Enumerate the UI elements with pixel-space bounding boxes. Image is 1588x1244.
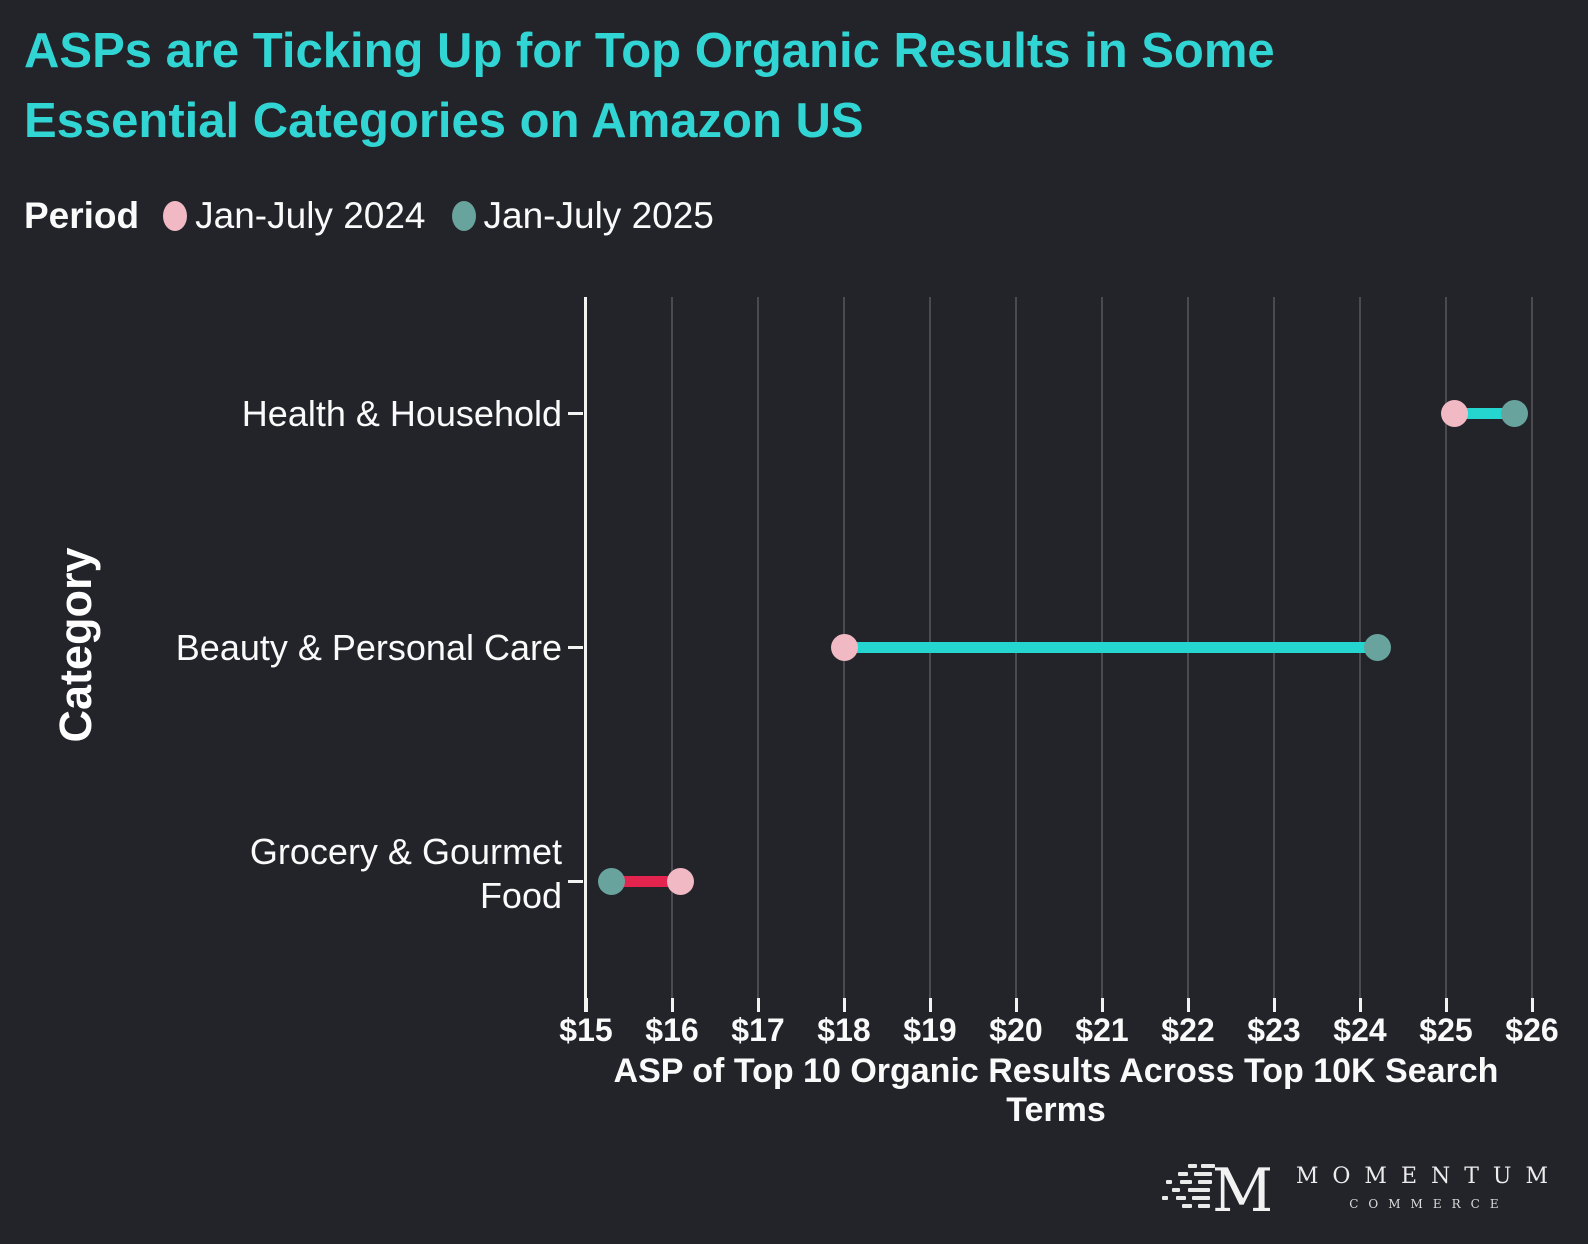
legend-label-2025: Jan-July 2025: [483, 195, 714, 236]
category-label-beauty-personal-care: Beauty & Personal Care: [175, 627, 562, 668]
data-point-2024-2: [830, 634, 858, 661]
x-tick-label-16: $16: [645, 1012, 699, 1048]
momentum-logo-name: MOMENTUM: [1295, 1163, 1562, 1189]
x-tick-label-19: $19: [903, 1012, 957, 1048]
gridline-25: [1445, 297, 1447, 998]
x-tick-23: [1273, 998, 1276, 1012]
data-point-2024-1: [1441, 400, 1469, 428]
chart-title: ASPs are Ticking Up for Top Organic Resu…: [24, 16, 1564, 156]
category-label-health-household: Health & Household: [241, 393, 562, 434]
chart-title-line1: ASPs are Ticking Up for Top Organic Resu…: [24, 24, 1275, 78]
x-tick-label-23: $23: [1247, 1012, 1301, 1048]
x-tick-label-15: $15: [559, 1012, 613, 1048]
legend-item-2025: Jan-July 2025: [451, 195, 714, 237]
x-tick-15: [585, 998, 588, 1012]
x-tick-16: [671, 998, 674, 1012]
plot-area: [586, 297, 1546, 998]
momentum-logo-text: MOMENTUM COMMERCE: [1296, 1164, 1562, 1211]
legend: Period Jan-July 2024 Jan-July 2025: [24, 192, 740, 240]
x-tick-label-26: $26: [1505, 1012, 1559, 1048]
x-tick-18: [843, 998, 846, 1012]
legend-label-2024: Jan-July 2024: [195, 195, 426, 236]
x-tick-label-22: $22: [1161, 1012, 1215, 1048]
x-tick-label-18: $18: [817, 1012, 871, 1048]
x-tick-label-25: $25: [1419, 1012, 1473, 1048]
connector-3: [611, 875, 681, 887]
x-tick-25: [1445, 998, 1448, 1012]
y-tick-grocery-gourmet-food: [568, 880, 583, 883]
x-tick-label-21: $21: [1075, 1012, 1129, 1048]
momentum-m-mark-icon: M: [1161, 1156, 1270, 1218]
legend-dot-2024-icon: [163, 201, 188, 231]
chart-title-line2: Essential Categories on Amazon US: [24, 94, 864, 148]
connector-1: [1454, 408, 1515, 420]
gridline-26: [1531, 297, 1533, 998]
x-tick-label-24: $24: [1333, 1012, 1387, 1048]
x-tick-26: [1531, 998, 1534, 1012]
x-tick-label-20: $20: [989, 1012, 1043, 1048]
legend-dot-2025-icon: [451, 201, 476, 231]
momentum-commerce-logo: M MOMENTUM COMMERCE: [1158, 1156, 1562, 1218]
y-tick-health-household: [568, 412, 583, 415]
y-axis-line: [584, 297, 587, 1012]
x-axis-title: ASP of Top 10 Organic Results Across Top…: [613, 1052, 1499, 1129]
data-point-2025-1: [1501, 400, 1529, 428]
svg-text:M: M: [1212, 1156, 1270, 1218]
legend-title: Period: [24, 195, 140, 236]
connector-2: [844, 642, 1378, 653]
momentum-logo-subtitle: COMMERCE: [1349, 1196, 1509, 1211]
gridline-17: [757, 297, 759, 998]
y-tick-beauty-personal-care: [568, 646, 583, 649]
x-tick-17: [757, 998, 760, 1012]
category-label-grocery-gourmet-food: Grocery & Gourmet Food: [249, 831, 562, 916]
gridline-16: [671, 297, 673, 998]
x-tick-20: [1015, 998, 1018, 1012]
x-tick-21: [1101, 998, 1104, 1012]
x-tick-19: [929, 998, 932, 1012]
data-point-2025-2: [1363, 634, 1391, 661]
legend-item-2024: Jan-July 2024: [163, 195, 426, 237]
data-point-2024-3: [667, 867, 695, 895]
data-point-2025-3: [598, 867, 626, 895]
x-tick-22: [1187, 998, 1190, 1012]
x-tick-label-17: $17: [731, 1012, 785, 1048]
x-tick-24: [1359, 998, 1362, 1012]
